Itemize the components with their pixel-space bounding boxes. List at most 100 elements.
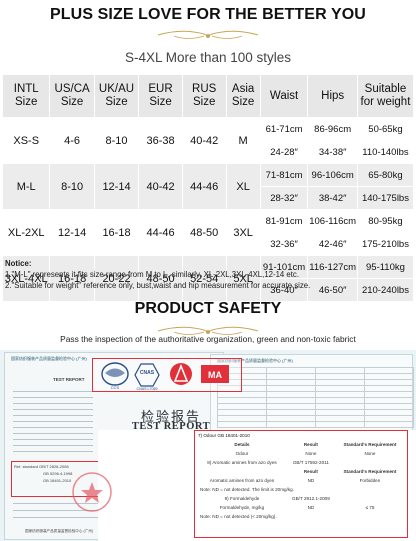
cell-weight-lbs: 175-210lbs — [357, 233, 413, 255]
accreditation-logos: CCS CNAS CNAS L7069 MA — [101, 362, 229, 391]
gold-ornament-divider — [157, 30, 259, 39]
header-rus: RUS Size — [182, 75, 226, 117]
r4-details: 9) Formaldehyde — [224, 496, 260, 501]
header-waist: Waist — [260, 75, 308, 117]
cell-weight-kg: 95-110kg — [357, 256, 413, 278]
r1-result: None — [305, 451, 317, 456]
notice-line-2: 2."Suitable for weight" reference only, … — [5, 281, 311, 290]
cell-intl: M-L — [3, 164, 50, 209]
cell-weight-lbs: 140-175lbs — [357, 187, 413, 209]
cell-waist-in: 28-32″ — [260, 187, 308, 209]
r2-details: 8) Aromatic amines from azo dyes — [207, 460, 277, 465]
r3-details: Aromatic amines from azo dyes — [209, 478, 275, 483]
header-weight: Suitable for weight — [357, 75, 413, 117]
safety-subtitle: Pass the inspection of the authoritative… — [60, 334, 356, 344]
results-table: Details Result Standard's Requirement Od… — [198, 440, 404, 521]
size-row: M-L 8-10 12-14 40-42 44-46 XL 71-81cm 96-106cm 6… — [3, 164, 413, 209]
cell-hips-in: 34-38″ — [308, 141, 357, 163]
standard-row-1: Ref. standard GB/T 2828-2008 — [14, 464, 69, 469]
report-header-text: 国家纺织服装产品质量监督检验中心 (广州) — [11, 356, 87, 361]
cell-weight-kg: 50-65kg — [357, 118, 413, 140]
col-standard: Standard's Requirement — [343, 442, 397, 447]
cell-eur: 44-46 — [139, 210, 182, 255]
r5-details: Formaldehyde, mg/kg — [219, 505, 265, 510]
notice-title: Notice: — [5, 259, 32, 268]
r2-standard: Standard's Requirement — [343, 469, 397, 474]
accreditation-logos-box: CCS CNAS CNAS L7069 MA — [92, 358, 242, 392]
cell-hips-cm: 106-116cm — [308, 210, 357, 232]
cell-hips-cm: 116-127cm — [308, 256, 357, 278]
cell-weight-lbs: 210-240lbs — [357, 279, 413, 301]
cell-weight-kg: 65-80kg — [357, 164, 413, 186]
col-details: Details — [234, 442, 250, 447]
r4-std: GB/T 2912.1-2009 — [292, 496, 330, 501]
header-uk: UK/AU Size — [94, 75, 139, 117]
results-overlay-sheet: 7) Odour GB 18401-2010 Details Result St… — [98, 430, 416, 541]
size-row-sub: 32-36″ 42-46″ 175-210lbs — [3, 233, 413, 255]
page-subtitle: S-4XL More than 100 styles — [124, 50, 292, 65]
cell-us: 4-6 — [50, 118, 94, 163]
cell-asia: 3XL — [226, 210, 260, 255]
safety-title: PRODUCT SAFETY — [134, 300, 282, 317]
gold-ornament-divider — [157, 326, 259, 335]
cell-weight-lbs: 110-140lbs — [357, 141, 413, 163]
red-stamp-seal — [72, 472, 112, 512]
page-title: PLUS SIZE LOVE FOR THE BETTER YOU — [50, 6, 366, 23]
report-header-text: 国家纺织服装产品质量监督检验中心 (广州) — [217, 358, 293, 363]
size-chart-header-row: INTL Size US/CA Size UK/AU Size EUR Size RUS… — [3, 75, 413, 117]
cell-eur: 48-50 — [139, 256, 182, 301]
r5-standard: ≤ 75 — [365, 505, 375, 510]
cell-uk: 8-10 — [94, 118, 139, 163]
report-title-english: TEST REPORT — [131, 421, 211, 432]
cell-rus: 44-46 — [182, 164, 226, 209]
odour-heading: 7) Odour GB 18401-2010 — [198, 433, 250, 438]
cell-intl: 3XL-4XL — [3, 256, 50, 301]
cell-rus: 48-50 — [182, 210, 226, 255]
header-eur: EUR Size — [139, 75, 182, 117]
cell-asia: XL — [226, 164, 260, 209]
cell-eur: 40-42 — [139, 164, 182, 209]
svg-text:CNAS: CNAS — [140, 370, 155, 376]
svg-text:CCS: CCS — [111, 385, 120, 390]
r3-result: ND — [307, 478, 315, 483]
cell-uk: 20-22 — [94, 256, 139, 301]
size-row: 3XL-4XL 16-18 20-22 48-50 52-54 5XL 91-101cm 11… — [3, 256, 413, 301]
col-result: Result — [303, 442, 318, 447]
r1-details: Odour — [235, 451, 249, 456]
ma-label: MA — [208, 370, 222, 380]
results-grid — [217, 367, 414, 428]
standard-row-2: GB 5296.4-1998 — [43, 471, 73, 476]
cell-waist-in: 32-36″ — [260, 233, 308, 255]
size-row: XL-2XL 12-14 16-18 44-46 48-50 3XL 81-91cm 106-… — [3, 210, 413, 255]
header-intl: INTL Size — [3, 75, 50, 117]
cell-waist-cm: 81-91cm — [260, 210, 308, 232]
size-row-sub: 24-28″ 34-38″ 110-140lbs — [3, 141, 413, 163]
notice-block: Notice: 1."M-L" represents it fits size … — [5, 258, 413, 291]
cell-uk: 12-14 — [94, 164, 139, 209]
cell-asia: 5XL — [226, 256, 260, 301]
r3-note: Note: ND = not detected. The limit is 20… — [200, 487, 295, 492]
r2-result: Result — [303, 469, 318, 474]
cell-waist-in: 24-28″ — [260, 141, 308, 163]
cell-uk: 16-18 — [94, 210, 139, 255]
r2-std: GB/T 17592-2011 — [292, 460, 329, 465]
r3-standard: Forbidden — [359, 478, 381, 483]
cnas-label: CNAS L7069 — [137, 387, 158, 391]
cell-waist-in: 36-40″ — [260, 279, 308, 301]
report-title-chinese: 检验报告 — [140, 410, 201, 425]
r5-result: ND — [307, 505, 315, 510]
header-us: US/CA Size — [50, 75, 94, 117]
cell-hips-in: 38-42″ — [308, 187, 357, 209]
r1-standard: None — [364, 451, 376, 456]
standard-row-3: GB 18401-2010 — [43, 478, 72, 483]
cell-intl: XS-S — [3, 118, 50, 163]
cell-waist-cm: 61-71cm — [260, 118, 308, 140]
size-row: XS-S 4-6 8-10 36-38 40-42 M 61-71cm 86-96cm 50-6… — [3, 118, 413, 163]
cell-hips-cm: 86-96cm — [308, 118, 357, 140]
cell-us: 16-18 — [50, 256, 94, 301]
cell-asia: M — [226, 118, 260, 163]
header-asia: Asia Size — [226, 75, 260, 117]
cell-waist-cm: 71-81cm — [260, 164, 308, 186]
cell-weight-kg: 80-95kg — [357, 210, 413, 232]
results-highlight-box — [194, 430, 408, 538]
